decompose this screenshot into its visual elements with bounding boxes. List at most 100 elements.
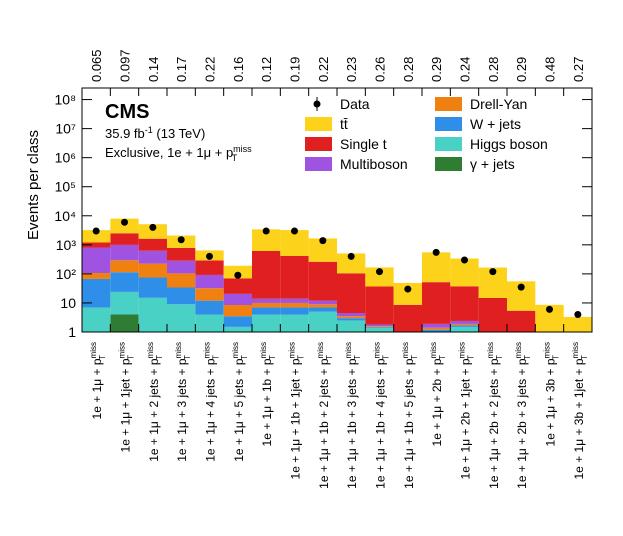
x-tick-label-part: p (572, 358, 586, 365)
bar-segment (82, 230, 111, 243)
x-tick-label-part: miss (259, 342, 268, 358)
y-axis-label: Events per class (25, 130, 42, 240)
bar-segment (195, 314, 224, 332)
x-tick-label-part: 1e + 1μ + 3b + 1jet + (572, 365, 586, 479)
top-label: 0.16 (231, 57, 246, 82)
x-tick-label-part: 1e + 1μ + 4 jets + (204, 365, 218, 462)
bar-segment (110, 291, 139, 315)
bar-segment (393, 304, 422, 332)
data-point (177, 236, 185, 244)
bar-segment (223, 278, 252, 294)
x-tick-label-part: p (515, 358, 529, 365)
top-label: 0.26 (373, 57, 388, 82)
bar-segment (450, 323, 479, 326)
bar-segment (138, 250, 167, 264)
x-tick-label-part: T (495, 355, 504, 360)
x-tick-label-part: miss (118, 342, 127, 358)
x-tick-label: 1e + 1μ + 2 jets + pmissT (146, 342, 164, 462)
bar-segment (82, 242, 111, 248)
bar-segment (280, 307, 309, 315)
x-tick-label-part: T (552, 355, 561, 360)
x-tick-label: 1e + 1μ + 3 jets + pmissT (174, 342, 192, 462)
bar-segment (422, 327, 451, 330)
bar-segment (138, 277, 167, 298)
x-tick-label-part: 1e + 1μ + 1b + 5 jets + (402, 365, 416, 489)
x-tick-label-part: T (325, 355, 334, 360)
top-label: 0.097 (118, 49, 133, 82)
selection-sub: T (232, 153, 238, 163)
x-tick-label-part: miss (571, 342, 580, 358)
x-tick-label-part: miss (458, 342, 467, 358)
data-point (404, 285, 412, 293)
selection-sup: miss (233, 144, 252, 154)
x-tick-label-part: p (487, 358, 501, 365)
x-tick-label-part: miss (231, 342, 240, 358)
x-tick-label: 1e + 1μ + 1b + 1jet + pmissT (288, 342, 306, 479)
bar-segment (308, 300, 337, 305)
bar-segment (252, 307, 281, 315)
bar-segment (110, 272, 139, 292)
x-tick-label-part: p (544, 358, 558, 365)
bar-segment (138, 263, 167, 278)
x-tick-label-part: T (353, 355, 362, 360)
bar-segment (195, 274, 224, 289)
y-tick-label: 1 (68, 324, 76, 340)
x-tick-label-part: miss (174, 342, 183, 358)
bar-segment (138, 238, 167, 251)
top-label: 0.065 (89, 49, 104, 82)
y-tick-label: 10⁸ (55, 92, 77, 108)
x-tick-label-part: 1e + 1μ + 1jet + (119, 365, 133, 452)
bar-segment (365, 286, 394, 325)
x-tick-label: 1e + 1μ + 2b + 2 jets + pmissT (486, 342, 504, 489)
bar-segment (82, 247, 111, 274)
x-tick-label: 1e + 1μ + 1b + 2 jets + pmissT (316, 342, 334, 489)
bar-segment (223, 304, 252, 317)
bar-segment (195, 260, 224, 275)
x-tick-label-part: 1e + 1μ + 2b + 1jet + (459, 365, 473, 479)
bar-segment (167, 304, 196, 332)
y-tick-label: 10⁶ (55, 150, 76, 166)
bar-segment (280, 298, 309, 303)
x-tick-label-part: 1e + 1μ + 1b + 2 jets + (317, 365, 331, 489)
legend-swatch (435, 97, 462, 111)
legend-label: Single t (340, 136, 387, 152)
bar-segment (280, 302, 309, 308)
x-tick-label-part: p (147, 358, 161, 365)
top-label: 0.28 (401, 57, 416, 82)
legend-swatch (305, 157, 332, 171)
top-label: 0.12 (259, 57, 274, 82)
top-label: 0.28 (486, 57, 501, 82)
x-tick-label: 1e + 1μ + 1jet + pmissT (118, 342, 136, 452)
x-tick-label-part: miss (203, 342, 212, 358)
bar-segment (223, 293, 252, 305)
top-label: 0.14 (146, 57, 161, 82)
lumi-text: 35.9 fb (105, 126, 145, 141)
bar-segment (337, 273, 366, 314)
bar-segment (393, 282, 422, 305)
legend-swatch (305, 117, 332, 131)
x-tick-label-part: 1e + 1μ + 1b + 1jet + (289, 365, 303, 479)
x-tick-label-part: 1e + 1μ + 5 jets + (232, 365, 246, 462)
x-tick-label: 1e + 1μ + 1b + 3 jets + pmissT (344, 342, 362, 489)
bar-segment (337, 253, 366, 274)
bar-segment (479, 337, 507, 339)
x-tick-label-part: T (212, 355, 221, 360)
x-tick-label-part: 1e + 1μ + 1b + (260, 365, 274, 446)
top-label: 0.22 (203, 57, 218, 82)
bar-segment (337, 313, 366, 317)
x-tick-label-part: T (523, 355, 532, 360)
bar-segment (82, 273, 111, 279)
bar-segment (450, 325, 479, 327)
x-tick-label-part: p (260, 358, 274, 365)
x-tick-label-part: p (345, 358, 359, 365)
bar-segment (82, 307, 111, 332)
x-tick-label-part: T (410, 355, 419, 360)
x-tick-label: 1e + 1μ + pmissT (89, 342, 107, 419)
x-tick-label-part: p (374, 358, 388, 365)
bar-segment (337, 318, 366, 321)
lumi-sup: -1 (145, 125, 153, 135)
bar-segment (280, 314, 309, 332)
data-point (517, 283, 525, 291)
bar-segment (195, 300, 224, 315)
bar-segment (110, 218, 139, 234)
